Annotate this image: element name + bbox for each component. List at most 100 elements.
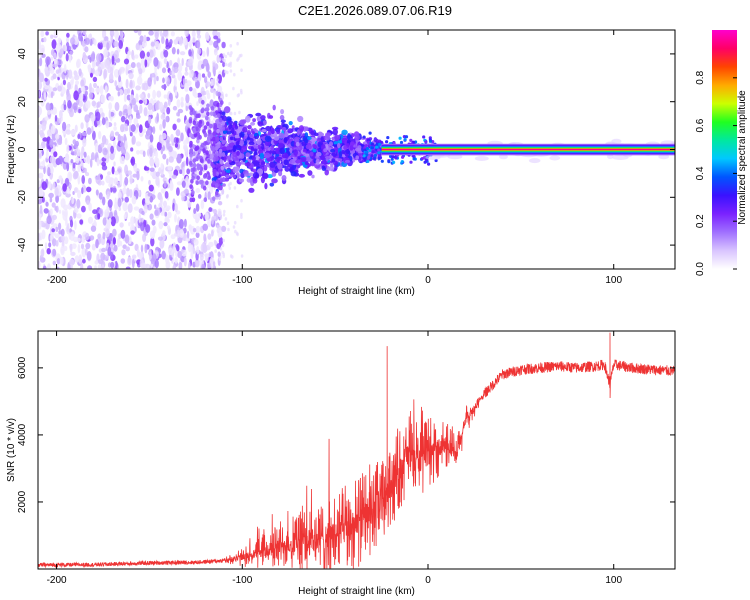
heatmap-cell [74, 220, 77, 231]
heatmap-cell [422, 135, 426, 139]
heatmap-cell [186, 230, 190, 239]
heatmap-cell [349, 144, 354, 151]
heatmap-cell [162, 118, 166, 129]
heatmap-cell [102, 196, 106, 206]
heatmap-cell [228, 159, 232, 163]
heatmap-cell [144, 243, 148, 254]
heatmap-cell [107, 171, 111, 176]
heatmap-cell [176, 99, 181, 108]
heatmap-cell [191, 30, 196, 37]
heatmap-cell [325, 155, 329, 162]
heatmap-cell [240, 215, 243, 219]
heatmap-cell [165, 116, 169, 123]
heatmap-cell [52, 248, 57, 257]
heatmap-cell [107, 246, 112, 257]
heatmap-cell [50, 34, 54, 39]
heatmap-cell [192, 228, 197, 233]
heatmap-cell [44, 66, 48, 74]
heatmap-cell [224, 62, 228, 67]
heatmap-cell [233, 111, 237, 116]
heatmap-cell [48, 181, 52, 190]
heatmap-cell [129, 188, 133, 198]
figure-title: C2E1.2026.089.07.06.R19 [298, 3, 452, 18]
heatmap-cell [196, 138, 200, 144]
heatmap-cell [211, 163, 216, 169]
heatmap-cell [117, 197, 122, 208]
heatmap-cell [253, 128, 257, 132]
heatmap-cell [117, 191, 122, 200]
heatmap-cell [154, 259, 159, 269]
heatmap-cell [129, 79, 133, 89]
heatmap-cell [72, 162, 76, 169]
heatmap-cell [66, 144, 70, 153]
heatmap-cell [329, 141, 333, 147]
heatmap-cell [188, 132, 193, 138]
heatmap-cell [202, 58, 209, 67]
heatmap-cell [177, 250, 182, 259]
heatmap-cell [147, 77, 152, 87]
heatmap-cell [165, 205, 171, 211]
heatmap-cell [99, 42, 103, 49]
snr-axes: -200 -100 0 100 2000 4000 6000 [17, 331, 675, 586]
heatmap-cell [212, 66, 216, 75]
heatmap-cell [79, 92, 84, 102]
heatmap-cell [151, 72, 156, 78]
heatmap-cell [90, 53, 96, 62]
heatmap-cell [373, 137, 378, 143]
heatmap-cell [211, 180, 216, 186]
heatmap-cell [176, 118, 181, 123]
heatmap-cell [103, 48, 108, 58]
heatmap-cell [95, 175, 101, 185]
heatmap-cell [232, 145, 237, 152]
heatmap-cell [39, 57, 43, 67]
heatmap-cell [130, 124, 136, 133]
heatmap-cell [74, 71, 78, 78]
heatmap-cell [50, 125, 56, 135]
y-tick-label: 0 [17, 146, 28, 152]
heatmap-cell [73, 187, 79, 193]
heatmap-cell [213, 35, 219, 40]
heatmap-cell [215, 82, 219, 86]
heatmap-cell [115, 131, 119, 136]
heatmap-cell [119, 222, 124, 228]
heatmap-cell [98, 210, 103, 215]
heatmap-cell [134, 54, 139, 59]
heatmap-cell [84, 167, 87, 174]
heatmap-cell [125, 78, 129, 89]
heatmap-cell [123, 133, 127, 142]
heatmap-cell [281, 152, 289, 159]
heatmap-cell [345, 148, 350, 154]
heatmap-cell [275, 147, 282, 155]
heatmap-cell [208, 40, 214, 46]
heatmap-cell [109, 72, 114, 83]
heatmap-cell [38, 81, 43, 90]
snr-series-line [38, 332, 675, 569]
heatmap-cell [118, 75, 122, 83]
heatmap-cell [221, 126, 226, 131]
heatmap-cell [200, 199, 205, 210]
heatmap-cell [122, 187, 127, 195]
snr-plot-area [38, 332, 675, 569]
heatmap-cell [254, 154, 260, 161]
heatmap-cell [227, 227, 230, 232]
heatmap-cell [38, 199, 42, 205]
heatmap-cell [221, 171, 226, 177]
heatmap-cell [38, 260, 41, 269]
heatmap-cell [159, 30, 163, 37]
heatmap-cell [64, 137, 68, 146]
heatmap-cell [41, 196, 45, 203]
heatmap-cell [146, 51, 150, 58]
heatmap-cell [87, 64, 92, 73]
heatmap-cell [108, 95, 114, 101]
heatmap-cell [297, 115, 304, 123]
heatmap-cell [277, 163, 283, 170]
heatmap-cell [59, 48, 64, 56]
heatmap-cell [309, 151, 314, 157]
heatmap-cell [50, 109, 54, 115]
heatmap-cell [52, 260, 56, 266]
heatmap-cell [91, 243, 96, 251]
heatmap-cell [191, 190, 195, 195]
heatmap-cell [152, 253, 157, 262]
heatmap-cell [91, 152, 95, 161]
heatmap-cell [77, 244, 81, 254]
